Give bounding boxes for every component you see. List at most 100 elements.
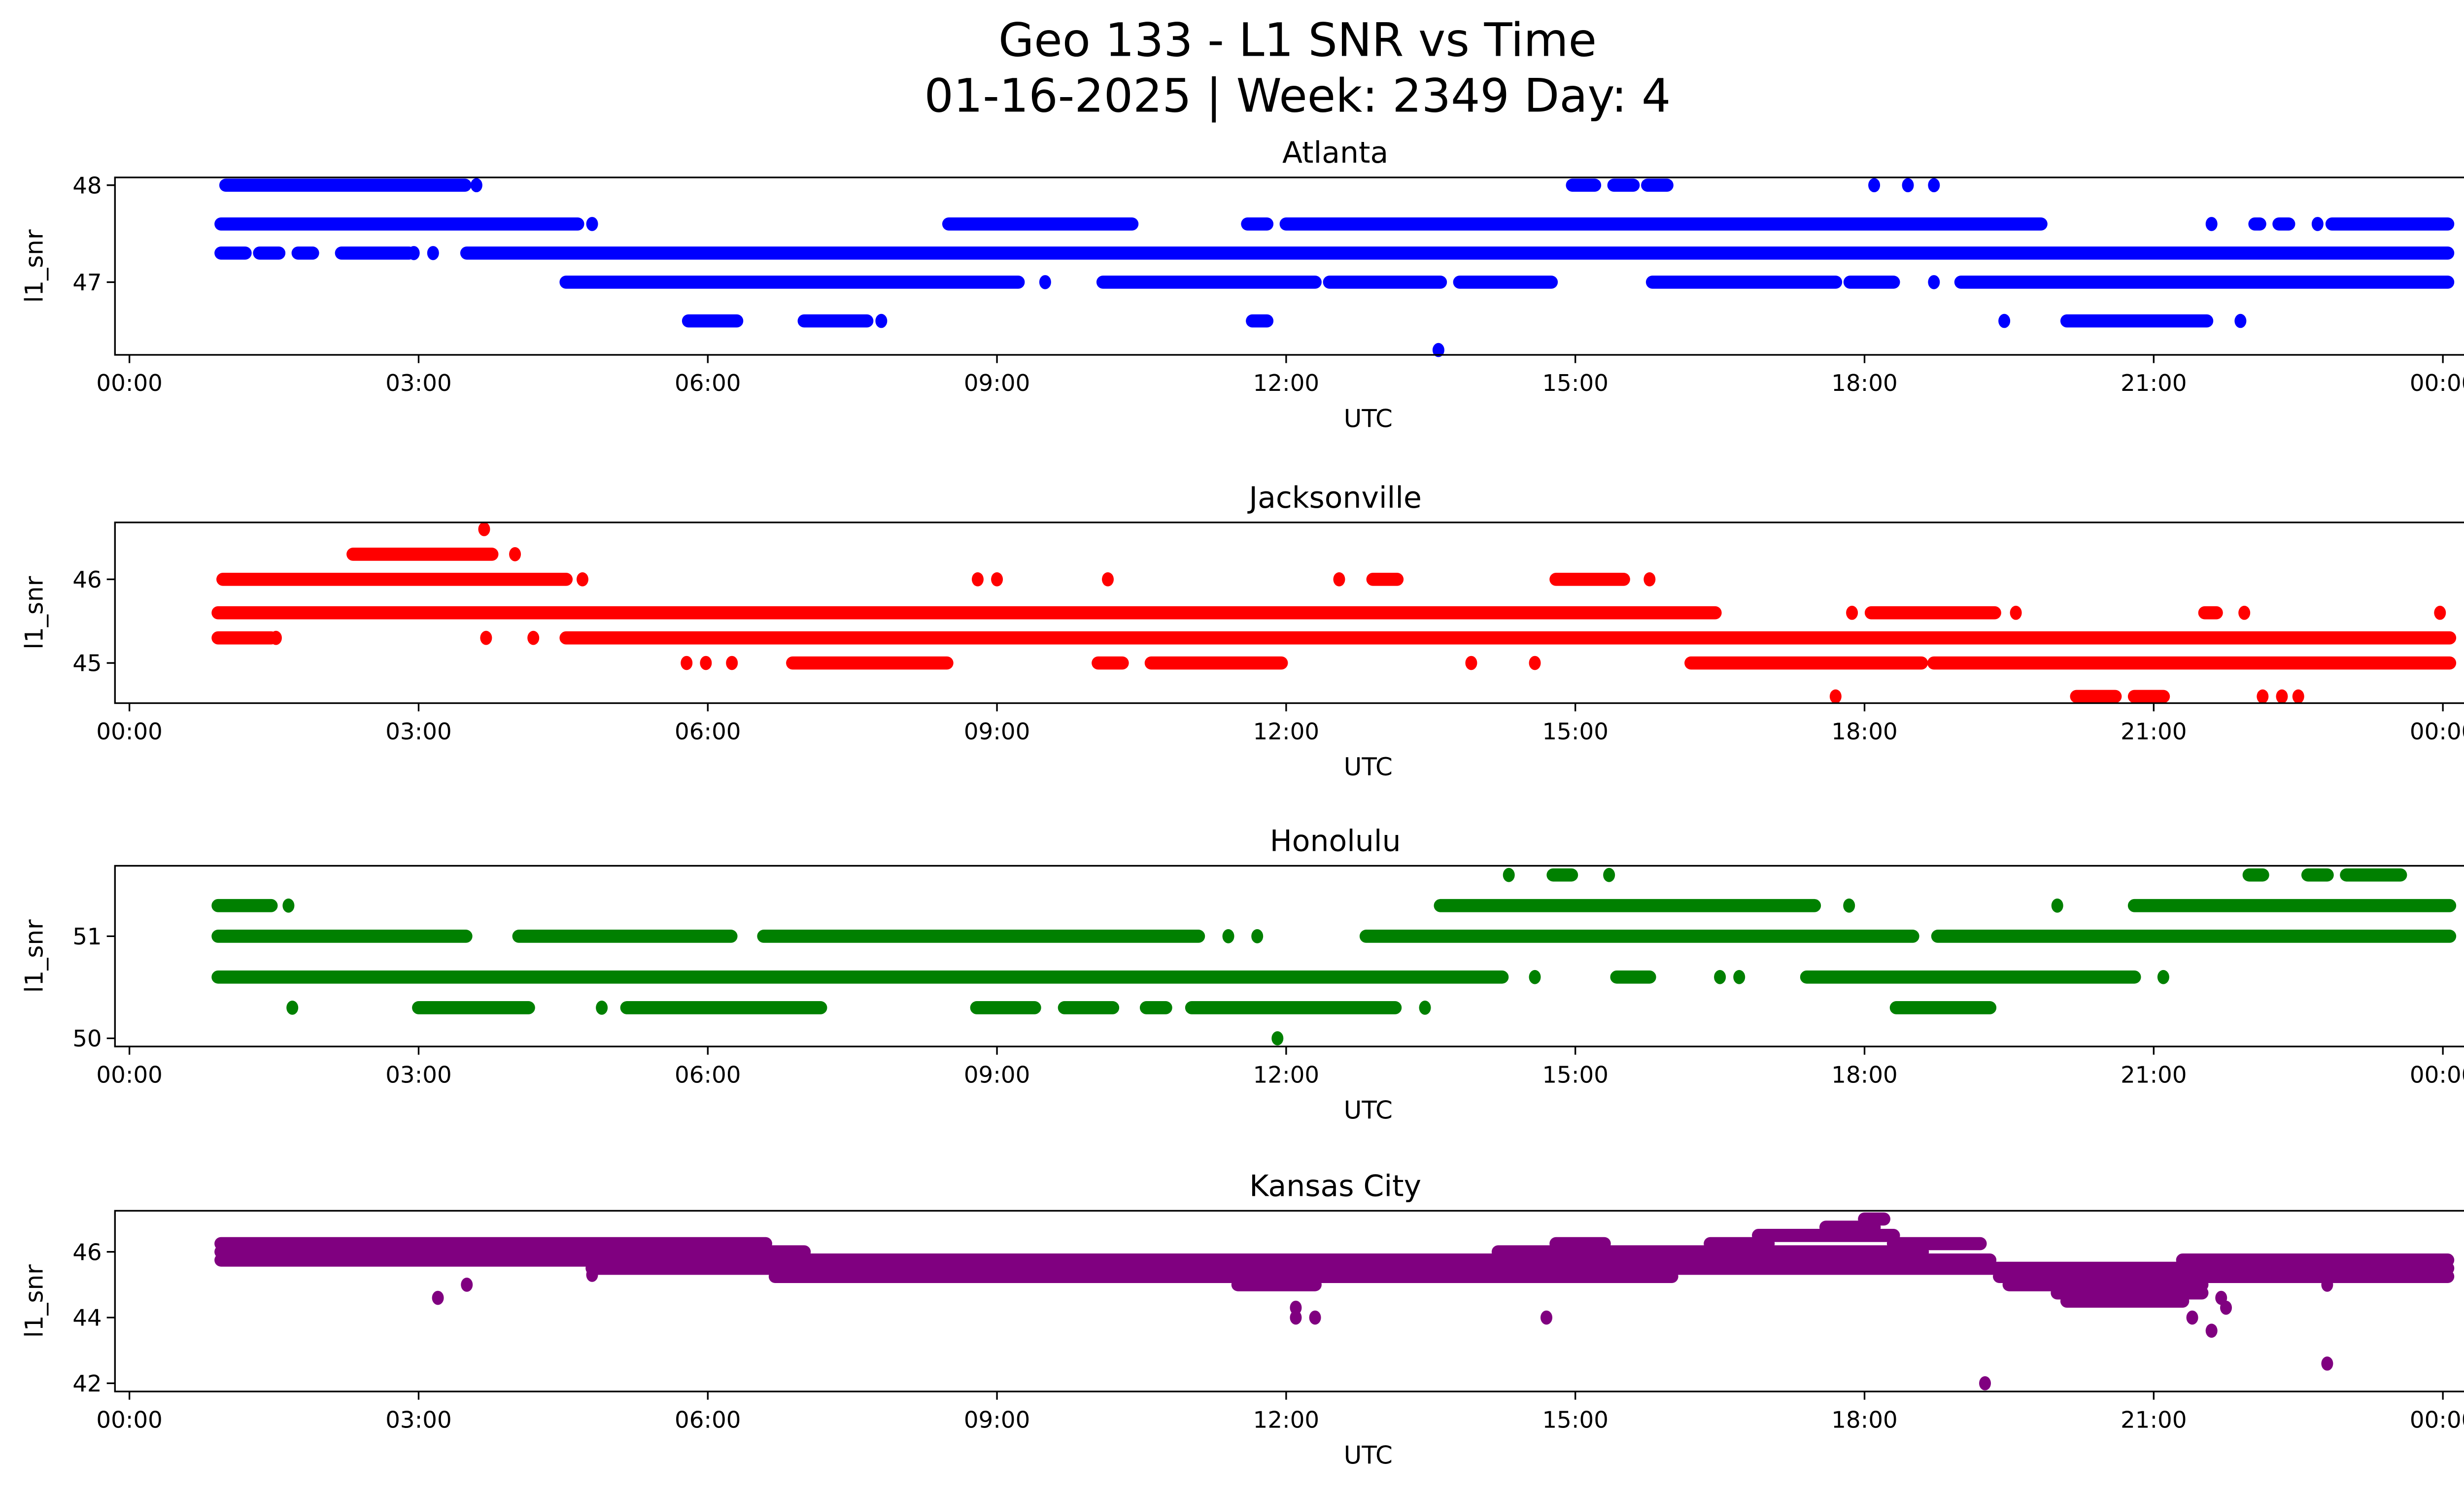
x-tick-label: 00:00 <box>2410 719 2464 745</box>
subplot-title: Kansas City <box>1249 1169 1421 1203</box>
data-point <box>461 1278 473 1292</box>
data-point <box>971 572 984 587</box>
data-point <box>1643 572 1656 587</box>
plot-frame <box>114 522 2464 704</box>
data-point <box>2292 689 2304 704</box>
x-tick-label: 09:00 <box>964 719 1030 745</box>
data-point <box>2434 605 2446 620</box>
data-point <box>478 522 490 536</box>
y-tick-label: 48 <box>72 173 102 199</box>
x-tick-label: 00:00 <box>2410 1062 2464 1088</box>
x-tick-label: 18:00 <box>1831 1407 1897 1433</box>
data-point <box>2257 689 2269 704</box>
data-point <box>1714 970 1726 984</box>
y-tick-label: 51 <box>72 924 102 950</box>
subplot-title: Atlanta <box>1282 136 1388 170</box>
data-point <box>1843 898 1855 913</box>
data-point <box>1979 1376 1991 1391</box>
x-tick-label: 12:00 <box>1253 1407 1319 1433</box>
y-axis-label: l1_snr <box>20 1264 49 1338</box>
data-point <box>681 656 693 670</box>
data-point <box>1251 929 1264 943</box>
data-points <box>214 178 2455 357</box>
data-point <box>2321 1356 2333 1371</box>
subplot-jacksonville: Jacksonville 00:00 03:00 06:00 09:00 12:00 15:… <box>20 481 2464 781</box>
x-tick-label: 15:00 <box>1542 370 1608 397</box>
data-points <box>214 1212 2455 1391</box>
data-point <box>1603 868 1615 882</box>
x-tick-label: 18:00 <box>1831 719 1897 745</box>
data-point <box>1465 656 1477 670</box>
data-point <box>282 898 295 913</box>
subplot-kansas-city: Kansas City 00:00 03:00 06:00 09:00 12:00 15:0… <box>20 1169 2464 1470</box>
data-point <box>1333 572 1345 587</box>
plot-frame <box>114 176 2464 356</box>
data-point <box>1290 1310 1302 1325</box>
data-point <box>991 572 1003 587</box>
x-tick-label: 06:00 <box>675 1407 741 1433</box>
x-tick-label: 15:00 <box>1542 1407 1608 1433</box>
data-point <box>2276 689 2288 704</box>
data-point <box>596 1001 608 1015</box>
data-point <box>586 217 598 231</box>
data-point <box>2010 605 2022 620</box>
x-tick-label: 18:00 <box>1831 370 1897 397</box>
x-axis-label: UTC <box>1344 1441 1393 1470</box>
y-tick-label: 44 <box>72 1305 102 1332</box>
subplots: Atlanta 00:00 03:00 06:00 09:00 12:00 15:00 18:… <box>20 136 2464 1470</box>
x-tick-label: 06:00 <box>675 719 741 745</box>
x-tick-label: 00:00 <box>2410 370 2464 397</box>
x-axis-label: UTC <box>1344 405 1393 433</box>
data-point <box>432 1290 444 1305</box>
data-point <box>1432 343 1444 357</box>
figure-title-line-2: 01-16-2025 | Week: 2349 Day: 4 <box>924 70 1671 123</box>
x-tick-label: 06:00 <box>675 1062 741 1088</box>
subplot-title: Jacksonville <box>1247 481 1422 515</box>
x-axis-label: UTC <box>1344 753 1393 781</box>
data-point <box>480 630 492 645</box>
y-tick-label: 46 <box>72 567 102 593</box>
data-point <box>2205 217 2218 231</box>
y-axis-label: l1_snr <box>20 919 49 993</box>
data-point <box>1309 1310 1321 1325</box>
x-tick-label: 21:00 <box>2121 719 2187 745</box>
data-point <box>1529 656 1541 670</box>
data-point <box>2205 1323 2218 1338</box>
data-point <box>2051 898 2063 913</box>
data-point <box>1503 868 1515 882</box>
x-tick-label: 00:00 <box>96 719 162 745</box>
x-tick-label: 12:00 <box>1253 370 1319 397</box>
data-point <box>875 313 888 328</box>
x-tick-label: 21:00 <box>2121 370 2187 397</box>
data-point <box>2186 1310 2198 1325</box>
data-point <box>1868 178 1881 193</box>
data-point <box>1829 689 1842 704</box>
x-tick-label: 18:00 <box>1831 1062 1897 1088</box>
x-tick-label: 09:00 <box>964 370 1030 397</box>
x-tick-label: 03:00 <box>385 370 451 397</box>
data-point <box>2220 1300 2232 1315</box>
plot-frame <box>114 865 2464 1047</box>
subplot-title: Honolulu <box>1270 824 1401 858</box>
data-point <box>1733 970 1745 984</box>
data-point <box>509 547 521 561</box>
data-points <box>211 522 2457 704</box>
figure-title-line-1: Geo 133 - L1 SNR vs Time <box>998 13 1597 67</box>
data-point <box>1928 275 1940 289</box>
y-tick-label: 45 <box>72 651 102 677</box>
x-tick-label: 03:00 <box>385 1407 451 1433</box>
data-point <box>270 630 282 645</box>
data-point <box>726 656 738 670</box>
x-tick-label: 09:00 <box>964 1062 1030 1088</box>
data-point <box>470 178 482 193</box>
x-tick-label: 15:00 <box>1542 1062 1608 1088</box>
subplot-atlanta: Atlanta 00:00 03:00 06:00 09:00 12:00 15:00 18:… <box>20 136 2464 433</box>
x-axis-label: UTC <box>1344 1096 1393 1125</box>
y-tick-label: 47 <box>72 270 102 296</box>
x-tick-label: 21:00 <box>2121 1062 2187 1088</box>
data-point <box>1846 605 1858 620</box>
subplot-honolulu: Honolulu 00:00 03:00 06:00 09:00 12:00 15:00 18… <box>20 824 2464 1125</box>
data-point <box>700 656 712 670</box>
y-tick-label: 50 <box>72 1026 102 1052</box>
